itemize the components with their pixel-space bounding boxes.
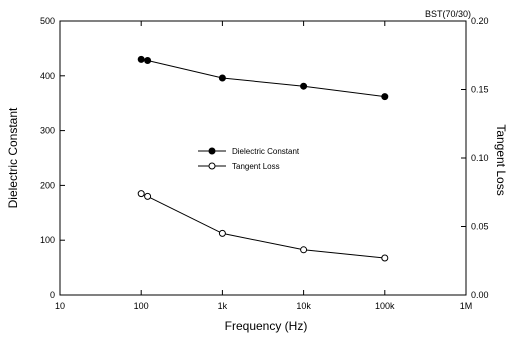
y2-tick-label: 0.05: [471, 222, 489, 232]
series-line-2: [140, 193, 385, 259]
y2-tick-label: 0.15: [471, 85, 489, 95]
data-point: [137, 55, 145, 63]
legend-label: Tangent Loss: [232, 162, 280, 171]
y-tick-label: 500: [40, 16, 55, 26]
y-tick-label: 400: [40, 71, 55, 81]
data-point: [381, 254, 389, 262]
y2-axis-label: Tangent Loss: [494, 124, 508, 195]
legend-marker: [208, 147, 216, 155]
y-axis-label: Dielectric Constant: [6, 107, 20, 208]
x-tick-label: 1M: [460, 301, 473, 311]
y2-tick-label: 0.00: [471, 290, 489, 300]
axes: 10 100 1k 10k 100k 1M 0 100 200 300 400 500 0.00 0.05…: [40, 16, 489, 311]
data-point: [300, 82, 308, 90]
marks: [137, 55, 389, 262]
x-tick-label: 100k: [375, 301, 395, 311]
x-tick-label: 10: [55, 301, 65, 311]
plot-frame: [59, 20, 467, 296]
legend-marker: [208, 162, 216, 170]
series-line-1: [141, 58, 385, 98]
y-tick-label: 200: [40, 180, 55, 190]
data-point: [144, 57, 152, 64]
data-point: [218, 74, 226, 82]
chart-title: BST(70/30): [425, 9, 471, 19]
x-tick-label: 100: [134, 301, 149, 311]
x-axis-label: Frequency (Hz): [225, 319, 308, 333]
data-point: [300, 246, 308, 254]
data-point: [218, 229, 226, 237]
y-tick-label: 0: [50, 290, 55, 300]
y2-tick-label: 0.20: [471, 16, 489, 26]
x-tick-label: 10k: [296, 301, 311, 311]
data-point: [137, 190, 145, 198]
legend: Dielectric Constant Tangent Loss: [198, 147, 300, 171]
legend-label: Dielectric Constant: [232, 147, 300, 156]
y-tick-label: 100: [40, 235, 55, 245]
y2-tick-label: 0.10: [471, 153, 489, 163]
data-point: [381, 93, 389, 101]
x-tick-label: 1k: [218, 301, 228, 311]
data-point: [144, 192, 152, 200]
y-tick-label: 300: [40, 126, 55, 136]
